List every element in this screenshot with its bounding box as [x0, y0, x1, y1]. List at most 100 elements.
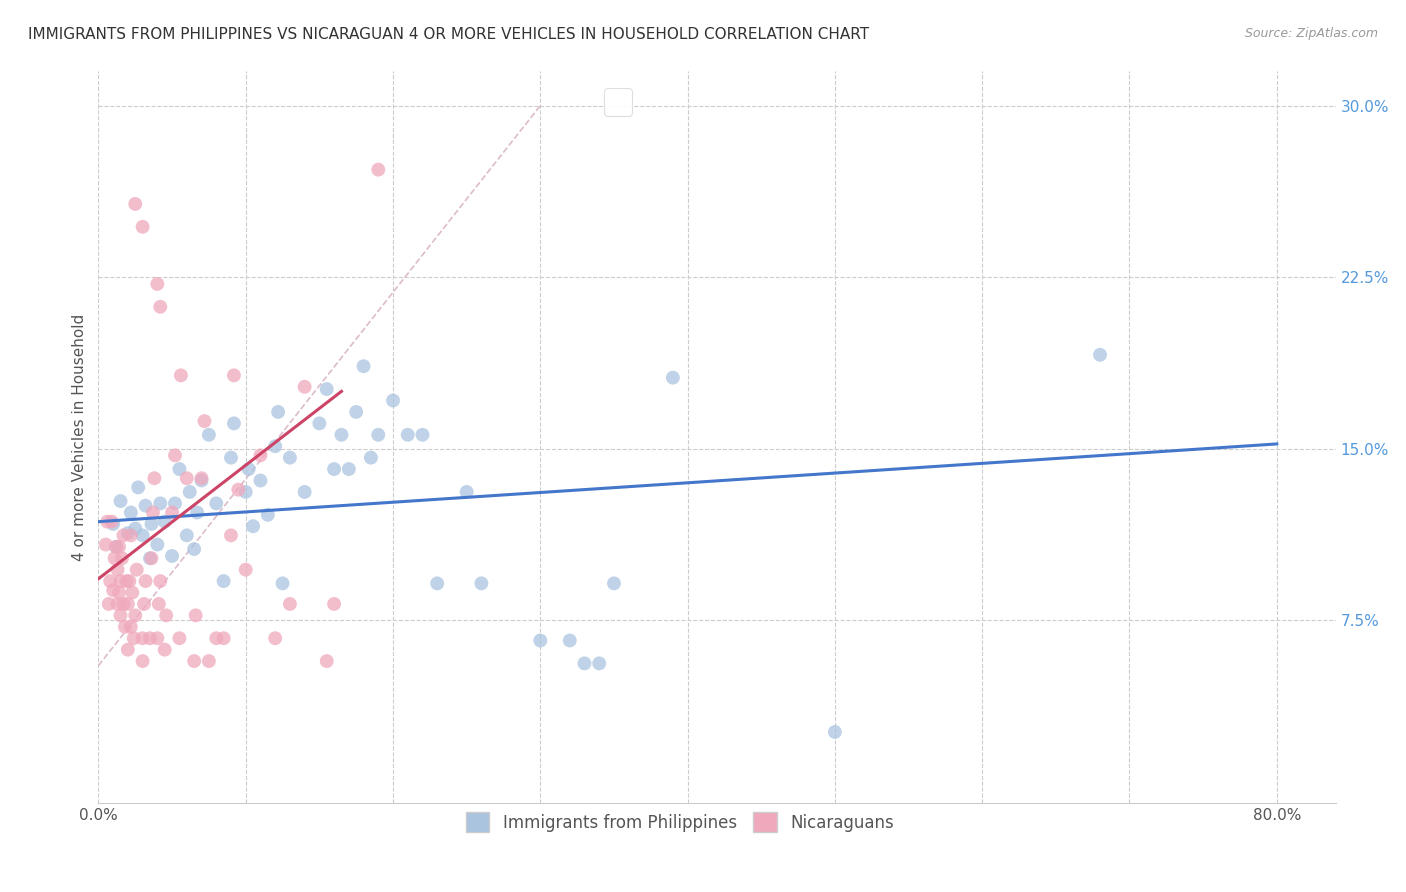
Point: [112, 528, 135, 542]
Point: [110, 608, 132, 623]
Point: [105, 540, 128, 554]
Point: [235, 563, 257, 577]
Legend: Immigrants from Philippines, Nicaraguans: Immigrants from Philippines, Nicaraguans: [460, 805, 901, 838]
Point: [117, 526, 139, 541]
Point: [108, 540, 131, 554]
Text: IMMIGRANTS FROM PHILIPPINES VS NICARAGUAN 4 OR MORE VEHICLES IN HOUSEHOLD CORREL: IMMIGRANTS FROM PHILIPPINES VS NICARAGUA…: [28, 27, 869, 42]
Point: [118, 574, 141, 588]
Point: [104, 551, 127, 566]
Point: [96, 515, 118, 529]
Point: [323, 462, 346, 476]
Point: [120, 506, 142, 520]
Point: [100, 515, 122, 529]
Point: [222, 417, 245, 431]
Point: [184, 608, 207, 623]
Point: [183, 654, 205, 668]
Point: [149, 574, 172, 588]
Point: [141, 516, 163, 531]
Point: [148, 597, 170, 611]
Point: [228, 483, 250, 497]
Point: [367, 427, 389, 442]
Point: [122, 632, 145, 646]
Point: [101, 516, 124, 531]
Point: [588, 657, 610, 671]
Point: [574, 657, 596, 671]
Point: [186, 506, 208, 520]
Point: [105, 540, 128, 554]
Point: [264, 439, 287, 453]
Point: [115, 574, 138, 588]
Point: [212, 574, 235, 588]
Point: [112, 597, 135, 611]
Point: [183, 542, 205, 557]
Point: [337, 462, 360, 476]
Point: [193, 414, 215, 428]
Point: [160, 506, 183, 520]
Point: [110, 494, 132, 508]
Point: [323, 597, 346, 611]
Point: [121, 585, 143, 599]
Point: [117, 597, 139, 611]
Point: [120, 620, 142, 634]
Point: [330, 427, 353, 442]
Point: [264, 632, 287, 646]
Point: [308, 417, 330, 431]
Point: [120, 528, 142, 542]
Point: [124, 197, 146, 211]
Point: [396, 427, 419, 442]
Point: [141, 551, 163, 566]
Point: [212, 632, 235, 646]
Point: [135, 574, 157, 588]
Point: [163, 496, 186, 510]
Point: [267, 405, 290, 419]
Point: [1088, 348, 1111, 362]
Point: [98, 574, 121, 588]
Point: [411, 427, 433, 442]
Point: [367, 162, 389, 177]
Point: [190, 471, 212, 485]
Point: [131, 219, 153, 234]
Point: [219, 450, 242, 465]
Point: [131, 528, 153, 542]
Point: [169, 462, 191, 476]
Point: [176, 528, 198, 542]
Point: [149, 300, 172, 314]
Point: [146, 277, 169, 291]
Point: [662, 370, 685, 384]
Point: [344, 405, 367, 419]
Point: [179, 485, 201, 500]
Point: [470, 576, 492, 591]
Point: [271, 576, 294, 591]
Point: [127, 480, 149, 494]
Point: [107, 597, 129, 611]
Point: [107, 563, 129, 577]
Point: [101, 583, 124, 598]
Point: [278, 450, 301, 465]
Point: [176, 471, 198, 485]
Point: [139, 632, 162, 646]
Point: [205, 496, 228, 510]
Point: [163, 449, 186, 463]
Point: [315, 382, 337, 396]
Point: [124, 608, 146, 623]
Point: [294, 485, 316, 500]
Point: [169, 632, 191, 646]
Point: [426, 576, 449, 591]
Point: [114, 620, 136, 634]
Point: [222, 368, 245, 383]
Point: [131, 654, 153, 668]
Point: [360, 450, 382, 465]
Point: [108, 585, 131, 599]
Point: [824, 725, 846, 739]
Point: [124, 521, 146, 535]
Point: [190, 474, 212, 488]
Point: [456, 485, 478, 500]
Point: [132, 597, 155, 611]
Point: [249, 474, 271, 488]
Y-axis label: 4 or more Vehicles in Household: 4 or more Vehicles in Household: [72, 313, 87, 561]
Point: [198, 654, 221, 668]
Point: [382, 393, 405, 408]
Point: [160, 549, 183, 563]
Point: [153, 515, 176, 529]
Point: [603, 576, 626, 591]
